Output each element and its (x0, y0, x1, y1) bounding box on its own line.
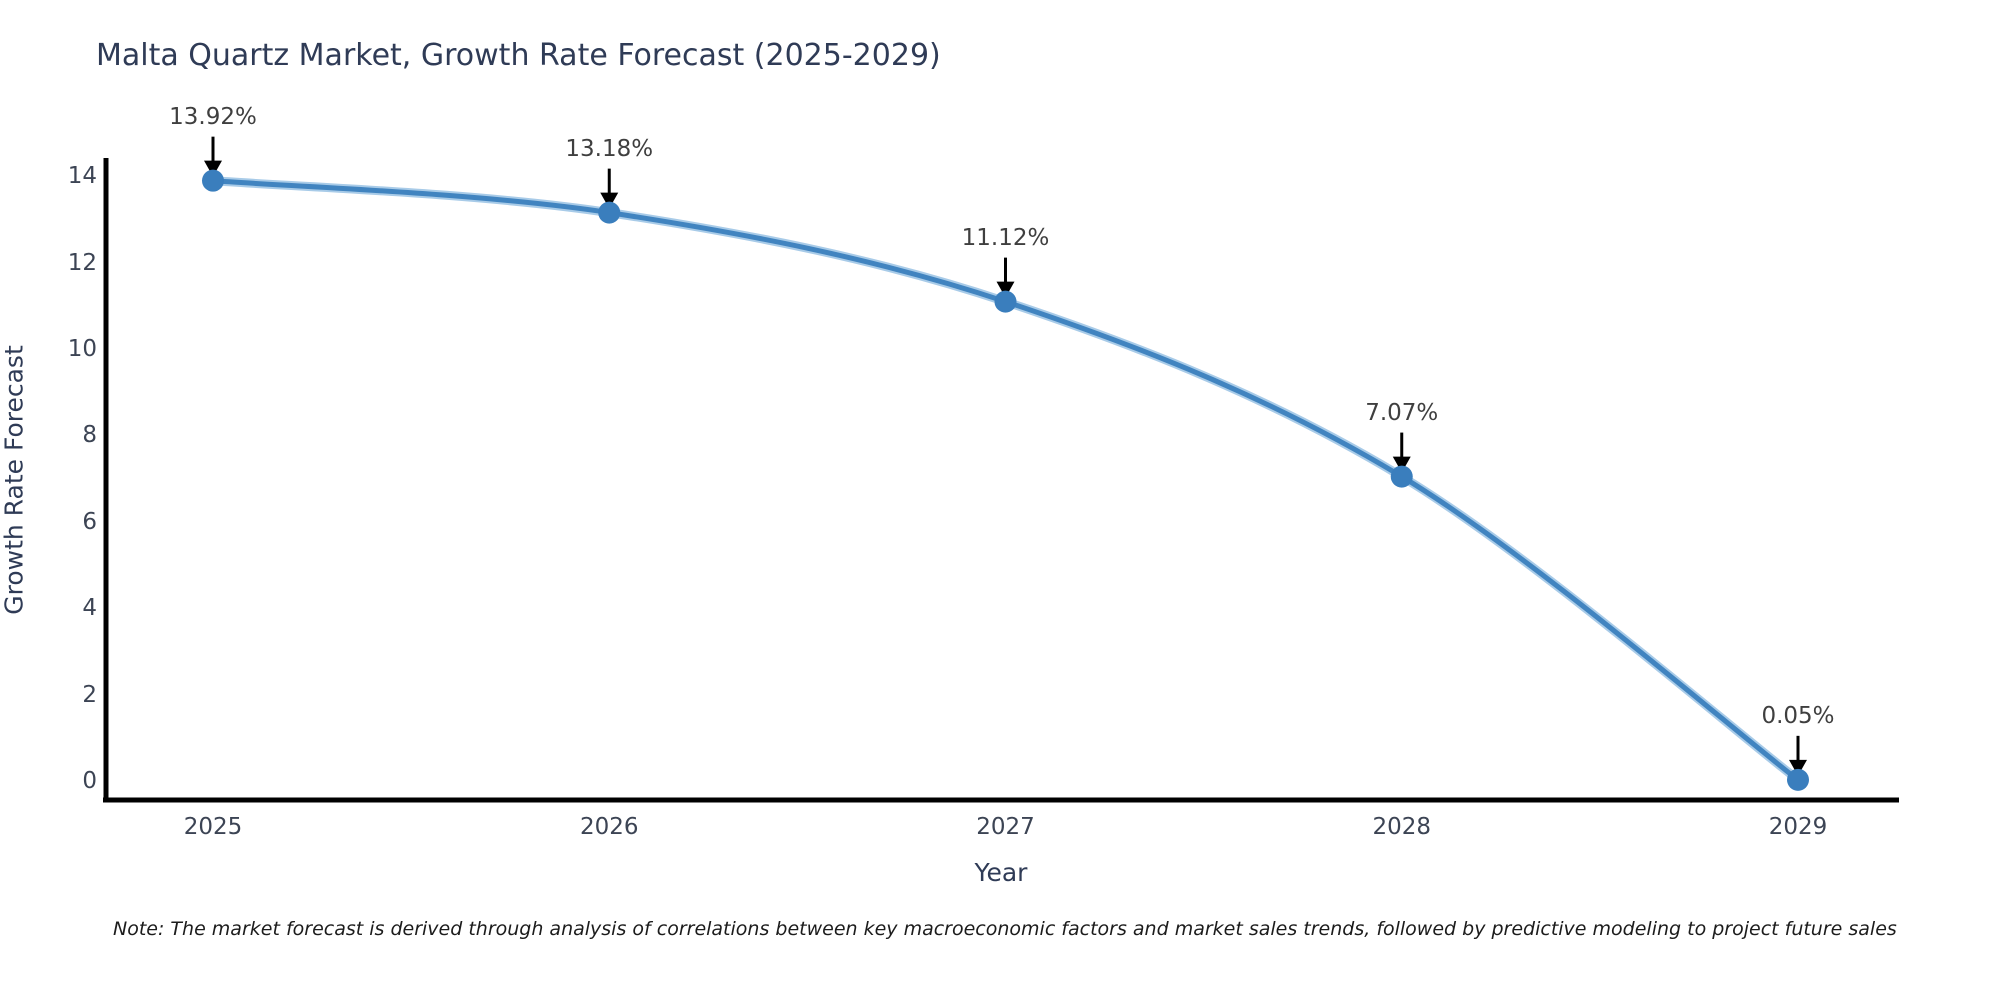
data-point-marker (202, 169, 224, 192)
point-value-label: 11.12% (961, 224, 1050, 251)
y-tick-label: 12 (67, 249, 97, 276)
point-value-label: 13.92% (169, 103, 257, 130)
y-tick-label: 8 (82, 422, 97, 449)
data-point-marker (1390, 465, 1413, 488)
data-point-marker (994, 290, 1017, 313)
chart-title: Malta Quartz Market, Growth Rate Forecas… (96, 38, 941, 73)
point-value-label: 7.07% (1365, 399, 1439, 426)
annotation-arrowhead (1789, 759, 1807, 776)
data-point-marker (1787, 768, 1809, 791)
x-tick-label: 2025 (183, 814, 243, 840)
y-tick-label: 10 (67, 336, 97, 362)
x-tick-label: 2029 (1768, 814, 1828, 840)
annotation-arrowhead (996, 281, 1015, 298)
x-tick-label: 2026 (579, 814, 639, 840)
y-tick-label: 2 (82, 681, 97, 708)
y-tick-label: 0 (82, 768, 97, 794)
annotation-arrowhead (204, 160, 222, 177)
x-tick-label: 2027 (976, 814, 1035, 840)
point-value-label: 0.05% (1761, 702, 1835, 729)
annotation-arrowhead (1392, 456, 1411, 473)
x-axis-title: Year (974, 858, 1028, 887)
x-tick-label: 2028 (1372, 814, 1432, 840)
annotation-arrowhead (600, 192, 619, 209)
y-tick-label: 14 (67, 163, 97, 190)
data-point-marker (598, 201, 621, 224)
y-tick-label: 4 (82, 595, 97, 622)
y-axis-title: Growth Rate Forecast (0, 345, 29, 615)
point-value-label: 13.18% (565, 135, 654, 162)
footnote-text: Note: The market forecast is derived thr… (113, 918, 1897, 940)
y-tick-label: 6 (82, 508, 97, 535)
